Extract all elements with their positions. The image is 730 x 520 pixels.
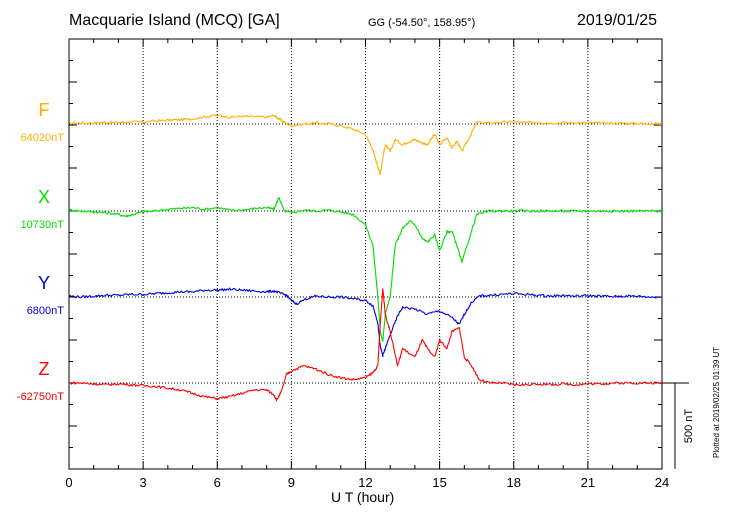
x-tick-label: 9 [288, 475, 295, 490]
plotted-timestamp: Plotted at 2019/02/25 01:39 UT [712, 346, 721, 458]
series-name-z: Z [39, 359, 50, 379]
x-tick-label: 21 [581, 475, 595, 490]
baseline-value-x: 10730nT [21, 219, 65, 231]
series-name-y: Y [38, 273, 50, 293]
baseline-value-f: 64020nT [21, 132, 65, 144]
chart-date: 2019/01/25 [577, 12, 658, 29]
x-tick-label: 0 [65, 475, 72, 490]
x-axis-label: U T (hour) [331, 489, 395, 505]
series-line-f [68, 114, 663, 175]
chart-title: Macquarie Island (MCQ) [GA] [69, 12, 280, 29]
x-tick-label: 15 [432, 475, 446, 490]
plot-frame [68, 38, 663, 470]
series-line-z [68, 288, 663, 402]
x-tick-label: 3 [140, 475, 147, 490]
station-coordinates: GG (-54.50°, 158.95°) [368, 17, 476, 29]
series-name-f: F [39, 100, 50, 120]
series-line-y [68, 287, 663, 358]
baseline-value-y: 6800nT [27, 305, 65, 317]
x-tick-label: 12 [358, 475, 372, 490]
series-name-x: X [38, 187, 50, 207]
x-tick-label: 24 [655, 475, 669, 490]
series-line-x [68, 196, 663, 342]
baseline-value-z: -62750nT [17, 391, 64, 403]
x-tick-label: 18 [507, 475, 521, 490]
scale-bar-label: 500 nT [683, 409, 695, 444]
x-tick-label: 6 [214, 475, 221, 490]
